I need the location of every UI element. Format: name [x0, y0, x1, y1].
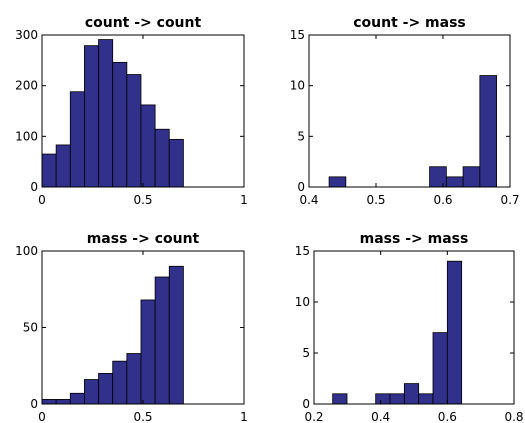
- y-tick-label: 100: [15, 244, 38, 258]
- x-tick-label: 0: [38, 193, 46, 207]
- y-tick-label: 0: [30, 180, 38, 194]
- y-tick-label: 5: [297, 129, 305, 143]
- x-tick-label: 0.4: [299, 193, 318, 207]
- histogram-bar: [98, 39, 114, 188]
- y-tick-label: 10: [295, 295, 310, 309]
- x-tick-label: 0.6: [433, 193, 452, 207]
- y-tick-label: 5: [302, 346, 310, 360]
- subplot-1: 0 0.5 1 0 100 200 300 count -> count: [15, 15, 248, 207]
- histogram-bar: [55, 144, 71, 188]
- x-tick-label: 0.5: [133, 410, 152, 423]
- x-tick-label: 0.6: [438, 410, 457, 423]
- histogram-bar: [446, 260, 463, 405]
- y-tick-label: 10: [290, 79, 305, 93]
- y-tick-label: 15: [295, 244, 310, 258]
- x-tick-label: 0: [38, 410, 46, 423]
- histogram-bar: [41, 153, 57, 188]
- histogram-bar: [140, 104, 156, 188]
- y-tick-label: 0: [297, 180, 305, 194]
- histogram-bar: [375, 393, 391, 405]
- subplot-title: count -> count: [85, 15, 202, 31]
- axes-frame: [313, 250, 515, 405]
- histogram-bar: [69, 91, 85, 188]
- histogram-bar: [154, 128, 170, 188]
- histogram-bar: [140, 299, 156, 405]
- y-tick-label: 0: [30, 397, 38, 411]
- subplot-4: 0.2 0.4 0.6 0.8 0 5 10 15 mass -> mass: [295, 231, 524, 423]
- histogram-bar: [126, 353, 142, 405]
- histogram-bar: [168, 138, 184, 188]
- x-tick-label: 1: [240, 410, 248, 423]
- histogram-bar: [479, 75, 498, 188]
- x-tick-label: 0.4: [371, 410, 390, 423]
- histogram-bar: [332, 393, 348, 405]
- histogram-bar: [429, 166, 447, 188]
- y-tick-label: 0: [302, 397, 310, 411]
- histogram-bar: [55, 399, 71, 405]
- y-tick-label: 200: [15, 79, 38, 93]
- histogram-bar: [69, 392, 85, 405]
- plot-area: [309, 35, 510, 187]
- x-tick-label: 0.5: [133, 193, 152, 207]
- x-tick-label: 0.5: [366, 193, 385, 207]
- histogram-bar: [98, 372, 114, 405]
- histogram-bar: [154, 276, 170, 405]
- y-tick-label: 100: [15, 129, 38, 143]
- plot-area: [314, 251, 514, 404]
- subplot-2: 0.4 0.5 0.6 0.7 0 5 10 15 count -> mass: [290, 15, 520, 207]
- histogram-bar: [41, 399, 57, 405]
- histogram-bar: [84, 45, 99, 188]
- histogram-bar: [418, 393, 434, 405]
- x-tick-label: 0.2: [304, 410, 323, 423]
- histogram-bar: [389, 393, 405, 405]
- histogram-bar: [112, 61, 128, 188]
- y-tick-label: 15: [290, 28, 305, 42]
- histogram-bar: [328, 176, 347, 188]
- histogram-bar: [432, 332, 448, 405]
- histogram-bar: [112, 360, 128, 405]
- y-tick-label: 300: [15, 28, 38, 42]
- x-tick-label: 1: [240, 193, 248, 207]
- histogram-bar: [462, 166, 481, 188]
- histogram-bar: [126, 74, 142, 188]
- histogram-bar: [403, 383, 420, 405]
- subplot-title: count -> mass: [353, 15, 466, 31]
- subplot-title: mass -> mass: [360, 231, 469, 247]
- y-tick-label: 50: [23, 321, 38, 335]
- histogram-bar: [168, 265, 184, 405]
- axes-frame: [308, 34, 511, 188]
- subplot-3: 0 0.5 1 0 50 100 mass -> count: [15, 231, 248, 423]
- histogram-bar: [84, 379, 99, 405]
- x-tick-label: 0.8: [504, 410, 523, 423]
- subplot-title: mass -> count: [87, 231, 200, 247]
- x-tick-label: 0.7: [500, 193, 519, 207]
- histogram-bar: [445, 176, 464, 188]
